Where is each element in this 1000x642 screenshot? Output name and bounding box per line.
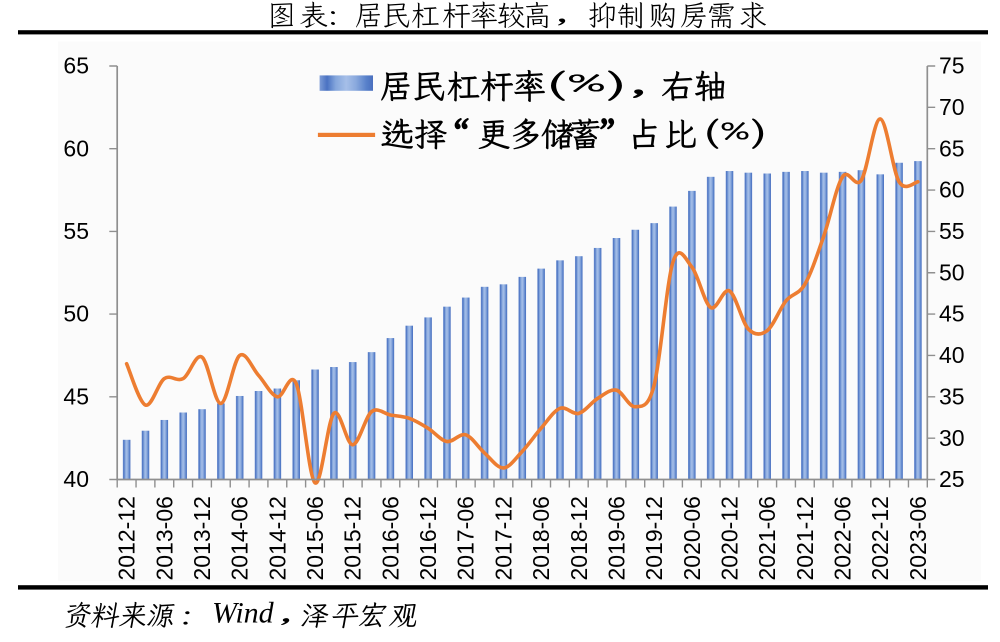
svg-text:2017-12: 2017-12 (490, 496, 516, 580)
svg-text:2019-06: 2019-06 (603, 496, 629, 580)
svg-text:40: 40 (939, 342, 965, 368)
svg-text:2020-06: 2020-06 (679, 496, 705, 580)
svg-text:55: 55 (63, 218, 89, 244)
svg-text:30: 30 (939, 425, 965, 451)
svg-text:2012-12: 2012-12 (114, 496, 140, 580)
svg-text:2022-12: 2022-12 (867, 496, 893, 580)
svg-text:2019-12: 2019-12 (641, 496, 667, 580)
svg-text:35: 35 (939, 383, 965, 409)
svg-text:2017-06: 2017-06 (453, 496, 479, 580)
svg-text:50: 50 (63, 301, 89, 327)
svg-text:2018-06: 2018-06 (528, 496, 554, 580)
svg-text:60: 60 (939, 177, 965, 203)
svg-text:2022-06: 2022-06 (830, 496, 856, 580)
svg-text:65: 65 (939, 135, 965, 161)
svg-text:2020-12: 2020-12 (716, 496, 742, 580)
svg-text:45: 45 (939, 301, 965, 327)
svg-text:2016-12: 2016-12 (415, 496, 441, 580)
svg-text:2021-06: 2021-06 (754, 496, 780, 580)
svg-text:2021-12: 2021-12 (792, 496, 818, 580)
svg-text:2014-12: 2014-12 (264, 496, 290, 580)
svg-text:2014-06: 2014-06 (227, 496, 253, 580)
svg-text:2016-06: 2016-06 (377, 496, 403, 580)
svg-text:Wind: Wind (212, 597, 275, 630)
svg-text:75: 75 (939, 53, 965, 79)
svg-text:50: 50 (939, 259, 965, 285)
svg-text:70: 70 (939, 94, 965, 120)
svg-text:40: 40 (63, 466, 89, 492)
svg-text:2013-06: 2013-06 (151, 496, 177, 580)
svg-text:25: 25 (939, 466, 965, 492)
svg-text:2018-12: 2018-12 (566, 496, 592, 580)
svg-text:2015-12: 2015-12 (340, 496, 366, 580)
svg-text:60: 60 (63, 135, 89, 161)
svg-text:45: 45 (63, 383, 89, 409)
svg-text:2015-06: 2015-06 (302, 496, 328, 580)
svg-text:2023-06: 2023-06 (905, 496, 931, 580)
svg-text:65: 65 (63, 53, 89, 79)
svg-text:2013-12: 2013-12 (189, 496, 215, 580)
svg-text:55: 55 (939, 218, 965, 244)
